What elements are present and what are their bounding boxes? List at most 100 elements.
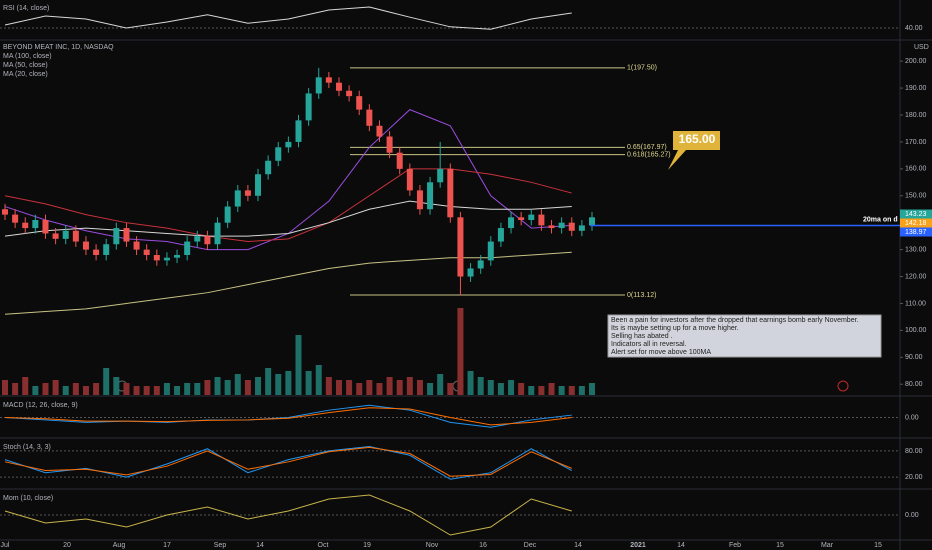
y-tick-label: 0.00 [905,512,919,519]
volume-bar [589,383,595,395]
price-tag [900,209,932,219]
candle-body [447,168,454,218]
x-tick-label: 19 [363,542,371,549]
ma-line [4,200,572,237]
y-tick-label: 120.00 [905,273,927,280]
indicator-name: MACD (12, 26, close, 9) [3,402,78,409]
candle-body [366,109,373,126]
volume-bar [244,380,251,395]
volume-bar [224,380,231,395]
x-tick-label: 2021 [630,542,646,549]
candle-body [255,174,262,196]
x-tick-label: Mar [821,542,834,549]
volume-bar [315,365,322,395]
x-tick-label: 17 [163,542,171,549]
candle-body [305,93,312,121]
volume-bar [578,386,585,395]
candle-body [285,141,292,148]
candle-body [518,217,525,220]
price-tag [900,227,932,237]
candle-body [558,222,565,229]
candle-body [538,214,545,226]
volume-bar [275,374,282,395]
volume-bar [42,383,49,395]
y-tick-label: 100.00 [905,327,927,334]
candle-body [487,241,494,261]
fib-label: 0.618(165.27) [627,152,671,159]
volume-bar [52,380,59,395]
volume-bar [497,383,504,395]
note-box [607,314,882,358]
volume-bar [548,383,555,395]
volume-bar [204,380,211,395]
volume-bar [305,371,312,395]
currency: USD [914,44,929,51]
candle-body [295,120,302,142]
candle-body [346,90,353,97]
volume-bar [174,386,181,395]
candle-body [427,182,434,210]
y-tick-label: 150.00 [905,193,927,200]
volume-bar [93,383,100,395]
y-tick-label: 130.00 [905,246,927,253]
volume-bar [396,380,403,395]
candle-body [335,82,342,91]
volume-bar [295,335,302,395]
x-tick-label: Sep [214,542,227,549]
y-tick-label: 0.00 [905,414,919,421]
y-tick-label: 90.00 [905,354,923,361]
volume-bar [467,371,474,395]
x-tick-label: 14 [574,542,582,549]
volume-bar [568,386,575,395]
candle-body [72,230,79,242]
volume-bar [255,377,262,395]
earnings-marker[interactable] [837,380,849,392]
x-tick-label: Nov [426,542,439,549]
indicator-line [4,404,572,428]
x-tick-label: 20 [63,542,71,549]
ma-line [4,168,572,243]
candle-body [437,168,444,183]
alert-label: 20ma on d [863,216,898,223]
volume-bar [153,386,160,395]
volume-bar [386,377,393,395]
volume-bar [72,383,79,395]
fib-label: 0.65(167.97) [627,144,667,151]
candle-body [477,260,484,269]
x-tick-label: Jul [1,542,10,549]
indicator-line [4,446,572,477]
candle-body [103,244,110,255]
candle-body [204,236,211,245]
volume-bar [2,380,8,395]
x-tick-label: 14 [256,542,264,549]
x-tick-label: 14 [677,542,685,549]
volume-bar [163,383,170,395]
volume-bar [447,383,454,395]
candle-body [589,217,595,226]
volume-bar [416,380,423,395]
x-tick-label: Aug [113,542,126,549]
note-line: Its is maybe setting up for a move highe… [611,325,739,332]
indicator-line [4,407,572,426]
candle-body [184,241,191,255]
indicator-line [4,494,572,536]
candle-body [548,225,555,229]
candle-body [22,222,29,229]
x-tick-label: 16 [479,542,487,549]
x-tick-label: Dec [524,542,537,549]
candle-body [578,225,585,231]
candle-body [12,214,19,223]
legend-entry: MA (50, close) [3,62,48,69]
y-tick-label: 20.00 [905,474,923,481]
candle-body [497,228,504,242]
price-tag-label: 143.23 [905,211,927,218]
candle-body [93,249,100,255]
volume-bar [346,380,353,395]
volume-bar [427,383,434,395]
candle-body [396,152,403,169]
volume-bar [194,383,201,395]
volume-bar [22,377,29,395]
volume-bar [82,386,89,395]
volume-bar [133,386,140,395]
indicator-line [4,6,572,30]
